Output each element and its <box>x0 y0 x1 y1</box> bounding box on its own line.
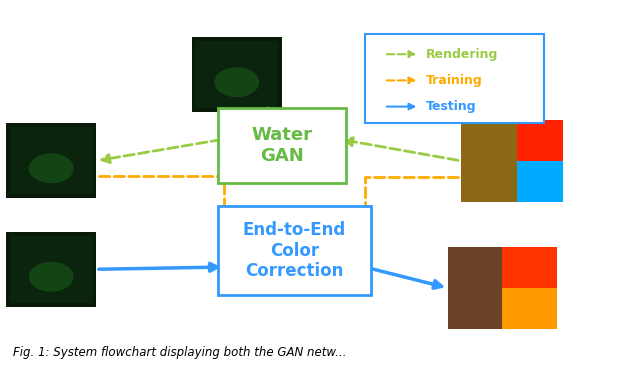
FancyBboxPatch shape <box>365 34 544 123</box>
Text: Water
GAN: Water GAN <box>251 126 312 165</box>
Bar <box>195 41 278 108</box>
Text: Testing: Testing <box>426 100 476 113</box>
Bar <box>6 123 96 198</box>
Bar <box>517 161 563 202</box>
Bar <box>448 247 529 329</box>
Text: End-to-End
Color
Correction: End-to-End Color Correction <box>243 221 346 280</box>
Bar <box>6 232 96 307</box>
Bar <box>461 120 538 202</box>
Bar <box>502 247 557 288</box>
Ellipse shape <box>29 153 74 183</box>
Text: Training: Training <box>426 74 483 87</box>
Text: Rendering: Rendering <box>426 48 498 61</box>
Bar <box>192 37 282 112</box>
Bar <box>517 120 563 161</box>
Bar <box>502 288 557 329</box>
Ellipse shape <box>214 67 259 97</box>
Bar <box>10 127 93 194</box>
Bar <box>10 236 93 303</box>
FancyBboxPatch shape <box>218 108 346 183</box>
Text: Fig. 1: System flowchart displaying both the GAN netw...: Fig. 1: System flowchart displaying both… <box>13 346 346 359</box>
Ellipse shape <box>29 262 74 292</box>
FancyBboxPatch shape <box>218 206 371 295</box>
